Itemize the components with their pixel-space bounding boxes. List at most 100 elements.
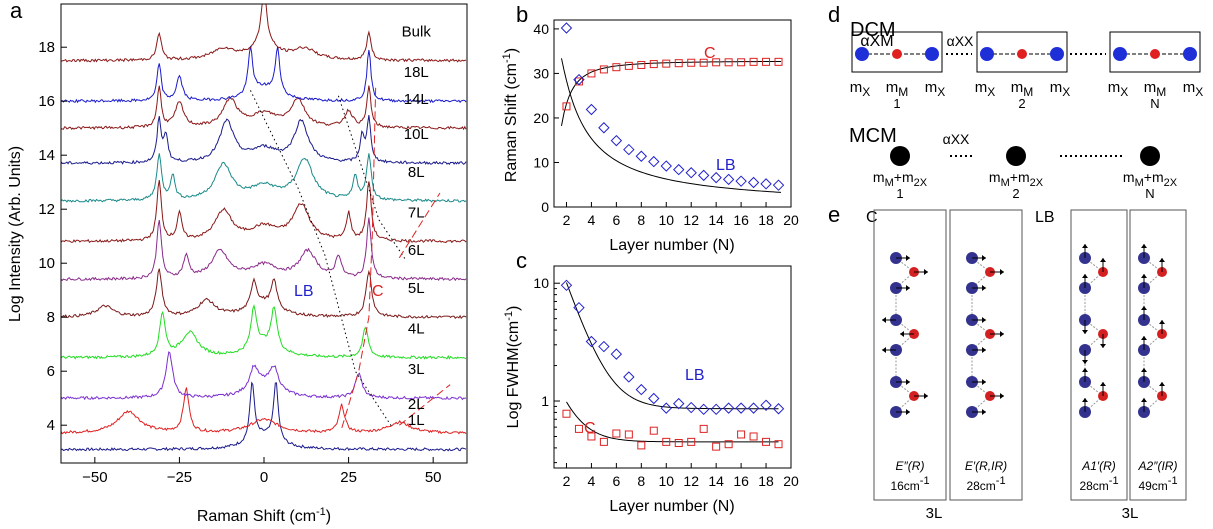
mode-box [1070,209,1128,501]
x-tick-label-b: 16 [733,212,749,228]
point-C [662,59,671,68]
dcm-index: N [1150,96,1159,111]
spectrum-2L [61,387,467,435]
lb-guide-line [250,90,393,429]
mode-box [1129,209,1187,501]
point-LB [660,160,672,172]
y-tick-label-a: 18 [38,39,55,56]
mcm-mass-label: mM+m2X [873,169,928,189]
dcm-chalcogen-atom [855,47,869,61]
arrowhead [1141,368,1147,372]
panel-label-c: c [516,248,527,273]
spectrum-14L [61,85,467,131]
point-LB [598,340,610,353]
dcm-index: 2 [1018,96,1025,111]
arrowhead [906,285,910,291]
x-tick-label-b: 20 [783,212,799,228]
spectrum-label-2L: 2L [408,396,425,413]
mode-symmetry: A2″(IR) [1138,459,1178,473]
y-tick-label-a: 12 [38,201,55,218]
point-LB [673,397,685,410]
dcm-mass-m: mM [1011,79,1034,99]
series-label-c-b: C [704,45,716,62]
mode-frequency: 16cm-1 [890,475,929,493]
annotation-c: C [372,283,384,300]
point-LB [598,122,610,134]
mcm-title: MCM [849,125,897,147]
dcm-mass-x: mX [1108,79,1129,99]
x-tick-label-c: 8 [637,473,645,489]
mode-symmetry: E″(R) [896,459,925,473]
spectrum-Bulk [61,4,467,63]
spectrum-3L [61,351,467,401]
mcm-ball-1 [890,146,910,166]
point-LB [710,171,722,184]
dcm-chalcogen-atom [925,47,939,61]
spectrum-label-Bulk: Bulk [402,23,432,40]
arrowhead [1100,344,1106,348]
y-axis-title-c: Log FWHM(cm-1) [503,306,522,429]
point-LB [635,150,648,162]
point-LB [747,176,760,189]
spectrum-label-3L: 3L [408,361,425,378]
point-C [562,409,571,418]
point-LB [735,175,747,187]
arrowhead [1159,320,1165,324]
arrowhead [1000,331,1004,337]
arrowhead [1141,336,1147,340]
y-tick-label-b: 40 [533,21,549,37]
arrowhead [900,331,904,337]
mcm-index: N [1145,186,1154,201]
point-C [662,437,671,446]
mode-boxes: E″(R) 16cm-1 E′(R,IR) 28cm-1 A1′(R) 28cm-1 A2″… [873,209,1187,501]
arrowhead [1141,244,1147,248]
c-fit-curve-b [560,60,782,126]
point-LB [585,103,598,116]
dcm-box-3 [1109,31,1201,73]
x-tick-label-b: 18 [758,212,774,228]
arrowhead [906,379,910,385]
dcm-box-1 [851,31,943,73]
plot-frame-b [553,19,792,208]
point-C [562,102,571,111]
point-C [649,426,658,435]
arrowhead [982,379,986,385]
lb-guide-line-2 [337,95,407,261]
y-tick-label-a: 14 [38,147,55,164]
y-tick-label-a: 8 [47,309,55,326]
point-C [574,424,583,433]
arrowhead [1082,330,1088,334]
dcm-mass-x: mX [925,79,946,99]
arrowhead [1082,398,1088,402]
point-C [649,60,658,69]
mcm-mass-label: mM+m2X [1123,169,1178,189]
spectrum-5L [61,268,467,320]
point-C [749,432,758,441]
spectrum-1L [61,381,467,452]
panel-label-b: b [516,2,528,27]
spectrum-label-14L: 14L [404,91,429,108]
dcm-chalcogen-atom [1113,47,1127,61]
lb-fit-curve-c [566,282,779,410]
point-C [724,58,733,67]
point-C [737,430,746,439]
spectrum-7L [61,180,467,244]
point-C [724,440,733,449]
y-tick-label-c: 10 [533,275,549,291]
c-guide-dash-2L [399,384,451,426]
c-fit-curve-c [566,401,779,443]
mcm-mass-label: mM+m2X [989,169,1044,189]
spectra-group [61,4,467,452]
dcm-mass-x: mX [850,79,871,99]
point-LB [560,22,573,34]
dcm-mass-x: mX [975,79,996,99]
plot-area-c [560,279,785,451]
dcm-metal-atom [1150,49,1160,59]
arrowhead [1082,244,1088,248]
point-C [599,65,608,74]
arrowhead [982,317,986,323]
